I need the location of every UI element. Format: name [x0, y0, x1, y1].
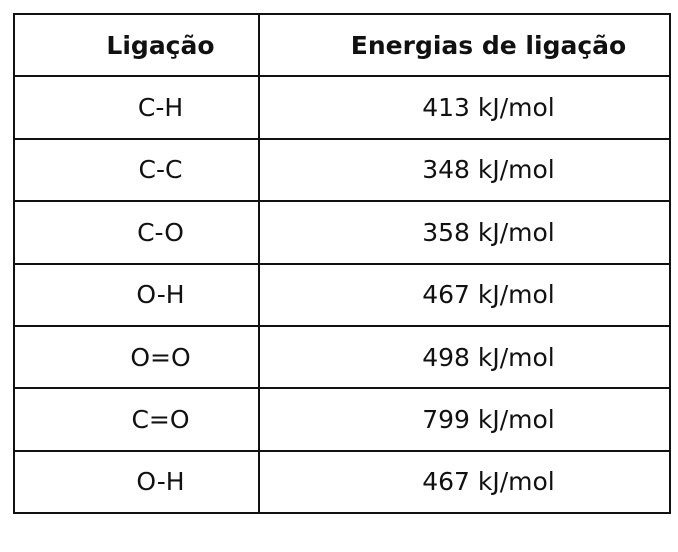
table-row: C-C 348 kJ/mol: [13, 137, 671, 203]
table-row: C-O 358 kJ/mol: [13, 200, 671, 265]
bond-cell: O-H: [13, 262, 260, 327]
energy-cell: 498 kJ/mol: [258, 324, 671, 390]
table-header: Ligação Energias de ligação: [13, 12, 671, 78]
energy-cell: 467 kJ/mol: [258, 262, 671, 327]
header-row: Ligação Energias de ligação: [13, 12, 671, 78]
energy-cell: 358 kJ/mol: [258, 200, 671, 265]
table-row: C=O 799 kJ/mol: [13, 387, 671, 452]
table-body: C-H 413 kJ/mol C-C 348 kJ/mol C-O 358 kJ/mol O…: [13, 75, 671, 515]
header-cell: Energias de ligação: [258, 12, 671, 78]
bond-cell: C-O: [13, 200, 260, 265]
table-row: O-H 467 kJ/mol: [13, 449, 671, 515]
energy-cell: 413 kJ/mol: [258, 75, 671, 140]
table-row: O-H 467 kJ/mol: [13, 262, 671, 327]
energy-cell: 467 kJ/mol: [258, 449, 671, 515]
bond-cell: O=O: [13, 324, 260, 390]
bond-cell: C-C: [13, 137, 260, 203]
header-cell: Ligação: [13, 12, 260, 78]
bond-cell: O-H: [13, 449, 260, 515]
bond-cell: C-H: [13, 75, 260, 140]
table-row: O=O 498 kJ/mol: [13, 324, 671, 390]
bond-energy-table: Ligação Energias de ligação C-H 413 kJ/mo…: [13, 12, 671, 515]
energy-cell: 799 kJ/mol: [258, 387, 671, 452]
energy-cell: 348 kJ/mol: [258, 137, 671, 203]
table-row: C-H 413 kJ/mol: [13, 75, 671, 140]
bond-cell: C=O: [13, 387, 260, 452]
